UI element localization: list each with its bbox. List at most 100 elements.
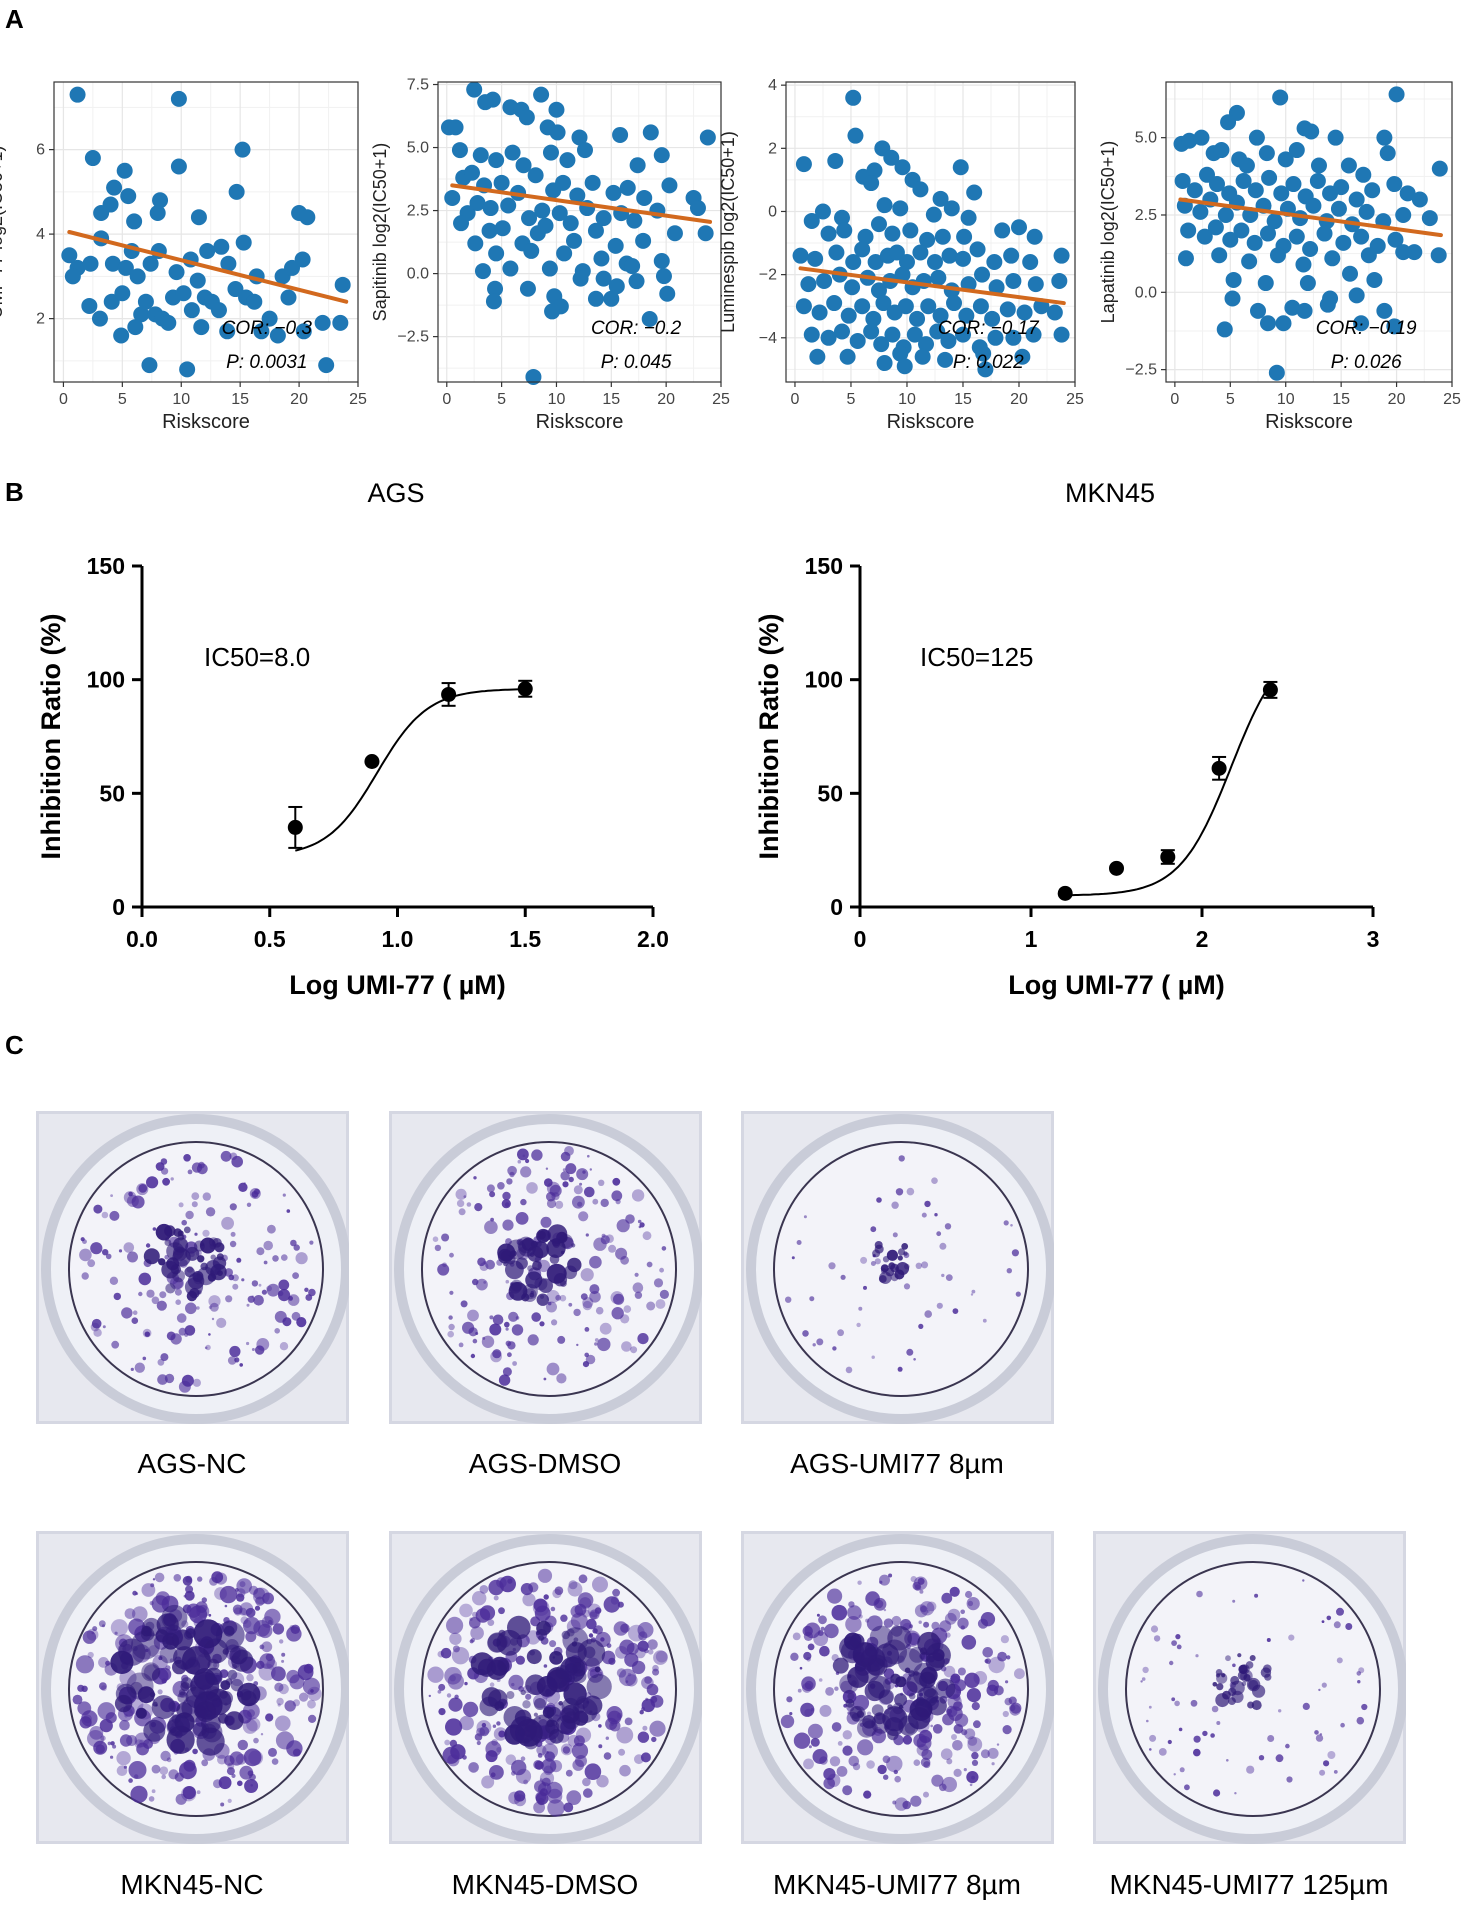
colony xyxy=(597,1337,611,1352)
colony xyxy=(943,1665,956,1678)
colony xyxy=(236,1578,252,1594)
colony xyxy=(91,1631,95,1635)
colony xyxy=(470,1353,476,1359)
photo-mkn45-dmso xyxy=(389,1531,702,1844)
data-point xyxy=(334,276,351,293)
colony-cluster xyxy=(159,1645,178,1664)
colony xyxy=(488,1579,504,1596)
colony-cluster xyxy=(503,1706,526,1729)
colony-cluster xyxy=(156,1613,179,1636)
colony xyxy=(1288,1634,1295,1641)
colony xyxy=(623,1305,632,1313)
colony xyxy=(238,1182,248,1192)
data-point xyxy=(1316,225,1333,242)
colony xyxy=(600,1637,605,1642)
x-tick-label: 2.0 xyxy=(637,926,669,952)
colony xyxy=(818,1678,823,1682)
colony xyxy=(583,1788,593,1798)
data-point xyxy=(1272,89,1289,106)
data-point xyxy=(515,157,532,174)
data-point xyxy=(1387,231,1404,248)
data-point xyxy=(1160,849,1176,865)
colony xyxy=(492,1724,497,1728)
colony xyxy=(559,1294,567,1302)
data-point xyxy=(653,147,670,164)
colony-cluster xyxy=(586,1674,612,1700)
data-point xyxy=(199,243,216,260)
colony xyxy=(157,1374,168,1385)
data-point xyxy=(1211,760,1227,776)
colony xyxy=(132,1590,138,1596)
colony xyxy=(615,1199,621,1205)
colony xyxy=(520,1166,532,1178)
colony xyxy=(502,1367,512,1377)
colony xyxy=(483,1281,487,1284)
panel-label-c: C xyxy=(5,1030,24,1060)
colony xyxy=(169,1658,174,1663)
colony xyxy=(224,1604,228,1608)
colony xyxy=(253,1188,260,1195)
colony xyxy=(987,1747,999,1759)
colony xyxy=(586,1618,597,1630)
colony xyxy=(458,1208,466,1216)
colony xyxy=(825,1687,834,1696)
data-point xyxy=(653,252,670,269)
data-point xyxy=(937,351,954,368)
data-point xyxy=(572,270,589,287)
colony xyxy=(808,1745,812,1749)
colony-cluster xyxy=(549,1651,563,1665)
colony xyxy=(515,1212,529,1225)
colony xyxy=(101,1211,109,1219)
colony-cluster xyxy=(141,1625,152,1637)
colony xyxy=(625,1214,635,1224)
colony xyxy=(952,1740,963,1751)
colony xyxy=(492,1349,502,1359)
colony xyxy=(105,1712,117,1724)
colony xyxy=(99,1682,107,1690)
colony xyxy=(533,1598,548,1613)
colony xyxy=(217,1754,227,1765)
colony xyxy=(971,1775,975,1780)
colony xyxy=(151,1595,169,1613)
scatter-luminespib: 0 5 10 15 20 25 −4 −2 0 2 4 COR: −0.17 P: 0.022 Risks… xyxy=(718,77,1084,433)
colony xyxy=(877,1764,887,1775)
colony xyxy=(452,1645,460,1653)
x-tick-label: 5 xyxy=(118,391,127,408)
colony xyxy=(608,1244,617,1253)
colony xyxy=(573,1735,585,1747)
colony-cluster xyxy=(210,1254,216,1260)
colony xyxy=(87,1259,96,1268)
data-point xyxy=(896,358,913,375)
colony xyxy=(894,1775,901,1783)
data-point xyxy=(1003,247,1020,264)
colony-cluster xyxy=(551,1720,558,1727)
colony xyxy=(546,1362,560,1376)
colony xyxy=(144,1331,150,1337)
colony xyxy=(1333,1621,1341,1629)
colony xyxy=(155,1162,165,1171)
data-point xyxy=(447,119,464,136)
colony xyxy=(243,1748,262,1767)
colony xyxy=(253,1737,259,1744)
colony xyxy=(605,1234,614,1243)
colony xyxy=(589,1284,600,1295)
colony xyxy=(970,1293,974,1296)
colony xyxy=(102,1249,109,1256)
colony xyxy=(1171,1640,1177,1646)
colony-cluster xyxy=(171,1714,181,1724)
colony xyxy=(1153,1635,1161,1642)
colony xyxy=(940,1748,953,1760)
data-point xyxy=(912,244,929,261)
colony xyxy=(165,1665,171,1671)
x-tick-label: 10 xyxy=(898,391,916,408)
colony xyxy=(1195,1654,1199,1658)
data-point xyxy=(64,268,81,285)
data-point xyxy=(91,310,108,327)
colony xyxy=(931,1774,944,1787)
colony xyxy=(810,1708,814,1712)
colony xyxy=(653,1650,668,1665)
colony xyxy=(842,1730,852,1740)
colony xyxy=(267,1224,276,1234)
x-tick-label: 10 xyxy=(172,391,190,408)
colony xyxy=(562,1181,569,1188)
